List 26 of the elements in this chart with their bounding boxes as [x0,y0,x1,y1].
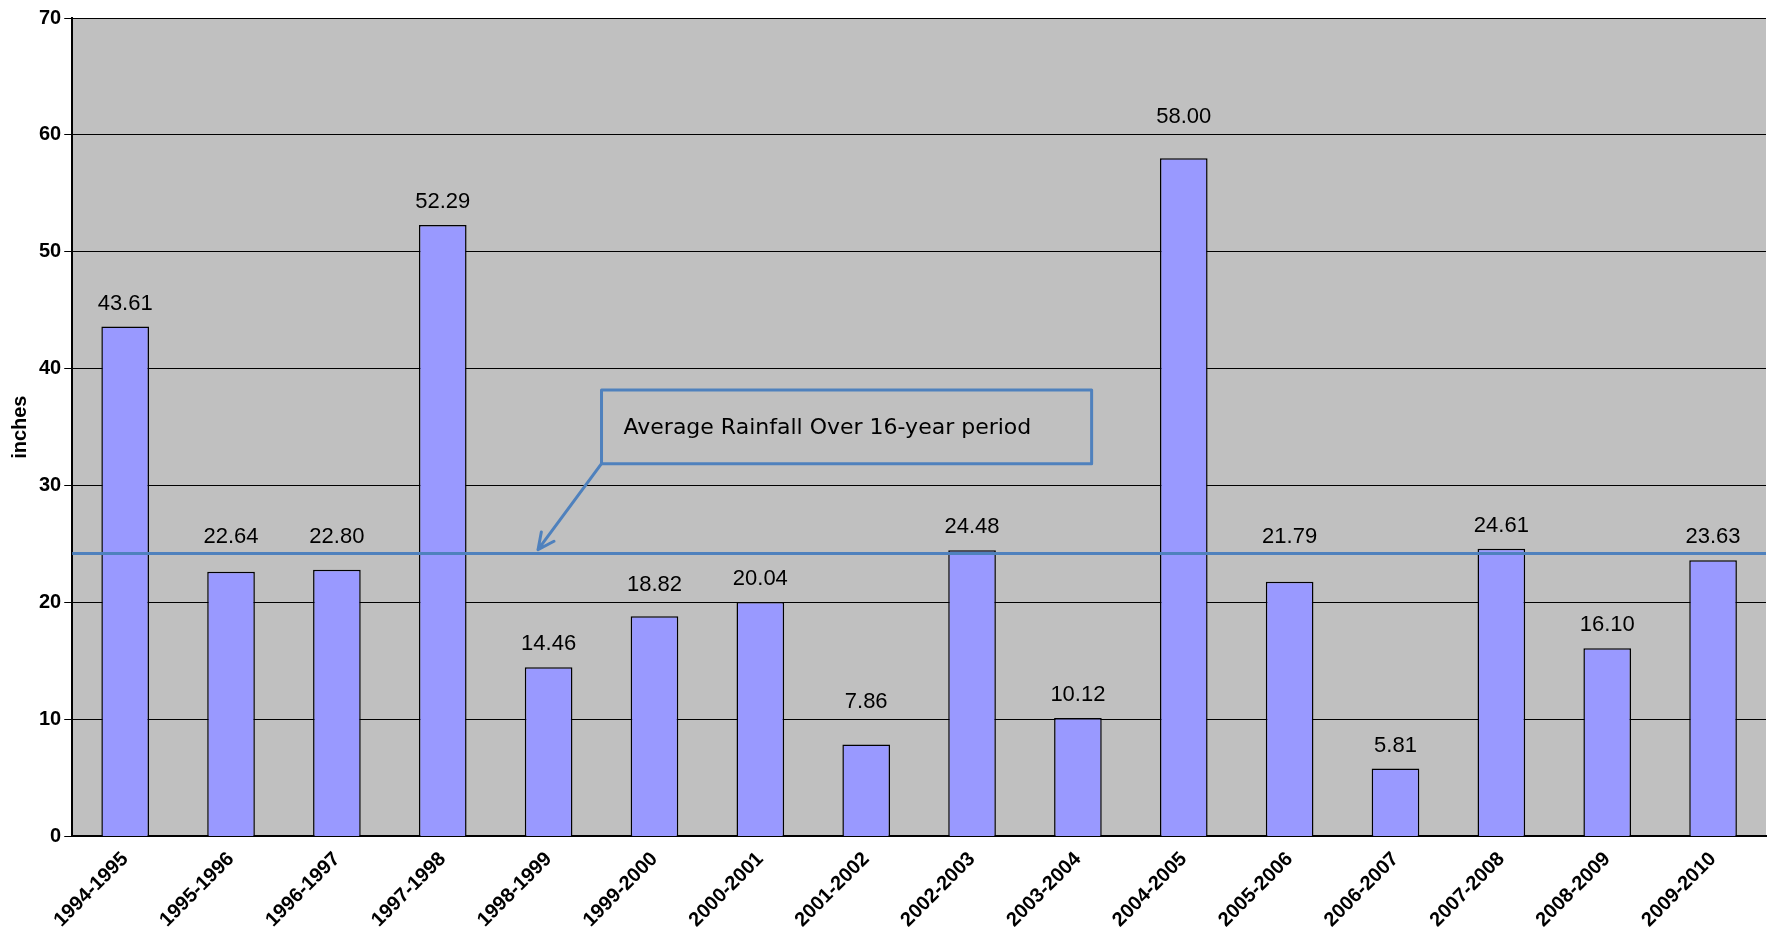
y-tick-label: 50 [39,239,62,262]
data-label: 10.12 [1050,681,1106,707]
data-label: 24.61 [1473,511,1529,537]
annotation: Average Rainfall Over 16-year period [623,413,1032,442]
data-label: 23.63 [1685,523,1741,549]
data-label: 20.04 [732,565,788,591]
y-tick-label: 0 [50,823,62,846]
data-label: 7.86 [844,687,888,713]
y-tick-label: 70 [39,5,62,28]
data-label: 22.80 [309,522,365,548]
data-label: 5.81 [1374,731,1417,757]
data-label: 52.29 [415,188,471,214]
y-tick-label: 60 [39,122,62,145]
data-label: 22.64 [203,522,259,548]
data-label: 14.46 [521,630,577,656]
data-label: 21.79 [1262,522,1318,548]
data-label: 16.10 [1579,611,1635,637]
y-tick-label: 10 [39,707,62,729]
y-tick-label: 30 [39,473,62,496]
y-axis-title: inches [7,395,30,459]
data-label: 18.82 [626,571,683,597]
data-label: 24.48 [944,513,1000,539]
data-label: 43.61 [97,289,153,315]
y-tick-label: 20 [39,590,62,613]
y-tick-label: 40 [39,356,62,379]
data-label: 58.00 [1156,103,1212,129]
